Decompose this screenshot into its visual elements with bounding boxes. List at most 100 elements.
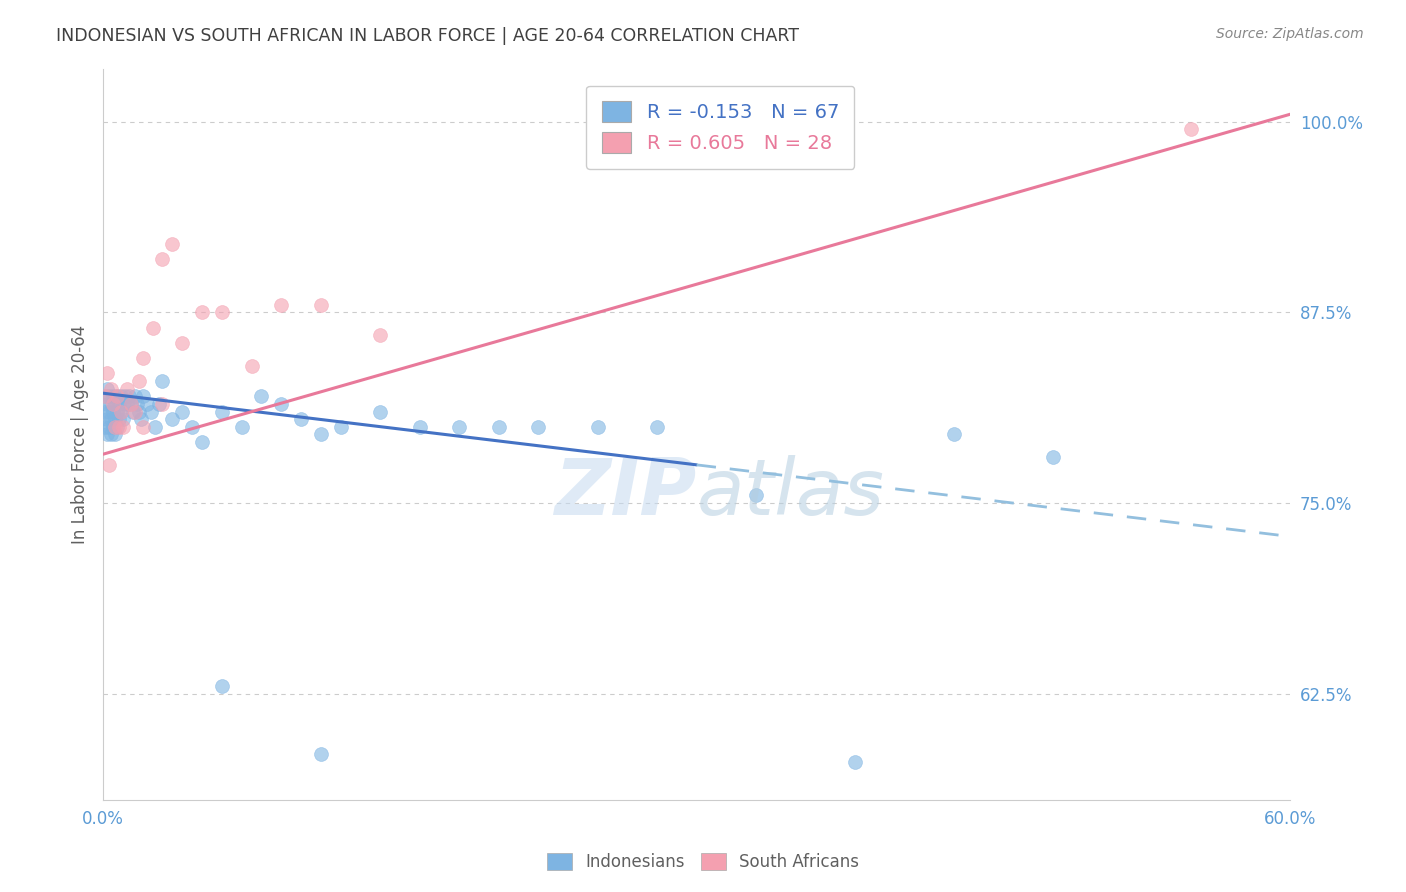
Point <box>94 389 117 403</box>
Point <box>942 427 965 442</box>
Point <box>120 397 142 411</box>
Point <box>745 488 768 502</box>
Point <box>96 367 118 381</box>
Point <box>1180 122 1202 136</box>
Point <box>115 397 138 411</box>
Point <box>586 419 609 434</box>
Point <box>143 419 166 434</box>
Point <box>148 397 170 411</box>
Point <box>100 397 122 411</box>
Point <box>101 419 124 434</box>
Point <box>162 412 184 426</box>
Point <box>152 397 174 411</box>
Point <box>152 252 174 266</box>
Point <box>131 419 153 434</box>
Point <box>105 419 128 434</box>
Point <box>124 404 146 418</box>
Point <box>118 389 141 403</box>
Point <box>101 404 124 418</box>
Point <box>98 389 121 403</box>
Point <box>101 397 124 411</box>
Point <box>94 389 117 403</box>
Point <box>105 404 128 418</box>
Point <box>105 389 128 403</box>
Point <box>108 412 131 426</box>
Point <box>309 427 332 442</box>
Point <box>98 404 121 418</box>
Point <box>96 397 118 411</box>
Legend: Indonesians, South Africans: Indonesians, South Africans <box>538 845 868 880</box>
Point <box>240 359 263 373</box>
Point <box>270 397 292 411</box>
Point <box>181 419 204 434</box>
Point <box>329 419 352 434</box>
Point <box>368 328 391 343</box>
Y-axis label: In Labor Force | Age 20-64: In Labor Force | Age 20-64 <box>72 325 89 544</box>
Point <box>115 382 138 396</box>
Point <box>128 404 150 418</box>
Point <box>211 404 233 418</box>
Point <box>128 374 150 388</box>
Point <box>121 404 143 418</box>
Text: Source: ZipAtlas.com: Source: ZipAtlas.com <box>1216 27 1364 41</box>
Point <box>98 419 121 434</box>
Point <box>1042 450 1064 465</box>
Point <box>172 335 194 350</box>
Point <box>191 305 214 319</box>
Point <box>104 412 127 426</box>
Text: INDONESIAN VS SOUTH AFRICAN IN LABOR FORCE | AGE 20-64 CORRELATION CHART: INDONESIAN VS SOUTH AFRICAN IN LABOR FOR… <box>56 27 799 45</box>
Point <box>105 389 128 403</box>
Point <box>162 236 184 251</box>
Point <box>449 419 471 434</box>
Point <box>104 419 127 434</box>
Point <box>211 305 233 319</box>
Point <box>408 419 430 434</box>
Point <box>96 427 118 442</box>
Point <box>104 397 127 411</box>
Point <box>111 419 134 434</box>
Point <box>94 404 117 418</box>
Point <box>139 404 162 418</box>
Point <box>114 389 136 403</box>
Point <box>290 412 312 426</box>
Legend: R = -0.153   N = 67, R = 0.605   N = 28: R = -0.153 N = 67, R = 0.605 N = 28 <box>586 86 855 169</box>
Point <box>129 412 152 426</box>
Point <box>152 374 174 388</box>
Point <box>131 389 153 403</box>
Point <box>231 419 253 434</box>
Point <box>844 755 866 769</box>
Point <box>125 397 148 411</box>
Point <box>100 427 122 442</box>
Point <box>488 419 510 434</box>
Point <box>527 419 550 434</box>
Point <box>94 419 117 434</box>
Point <box>96 382 118 396</box>
Point <box>124 389 146 403</box>
Point <box>110 404 132 418</box>
Point <box>111 397 134 411</box>
Point <box>120 397 142 411</box>
Point <box>98 458 121 472</box>
Point <box>191 435 214 450</box>
Point <box>100 412 122 426</box>
Point <box>142 320 165 334</box>
Point <box>250 389 273 403</box>
Point <box>368 404 391 418</box>
Text: atlas: atlas <box>696 455 884 531</box>
Point <box>309 298 332 312</box>
Point <box>108 419 131 434</box>
Point <box>111 412 134 426</box>
Point <box>110 389 132 403</box>
Point <box>110 404 132 418</box>
Text: ZIP: ZIP <box>554 455 696 531</box>
Point <box>135 397 157 411</box>
Point <box>172 404 194 418</box>
Point <box>131 351 153 366</box>
Point <box>270 298 292 312</box>
Point <box>104 427 127 442</box>
Point <box>101 389 124 403</box>
Point <box>96 412 118 426</box>
Point <box>645 419 668 434</box>
Point <box>100 382 122 396</box>
Point <box>108 397 131 411</box>
